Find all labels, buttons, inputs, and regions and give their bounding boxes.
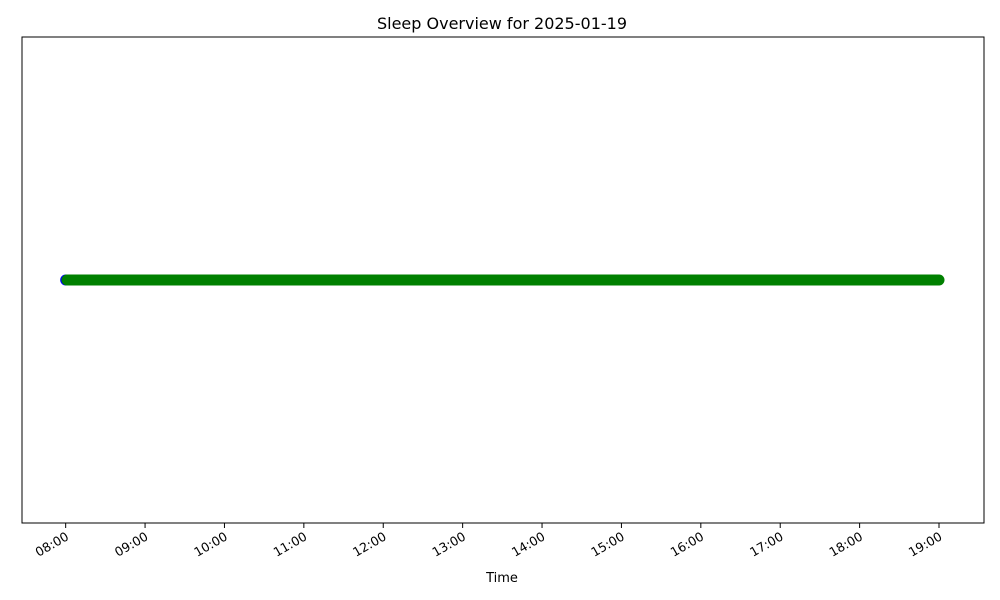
- plot-marks: [60, 274, 945, 286]
- x-axis-label: Time: [485, 571, 518, 586]
- sleep-point-green: [933, 274, 945, 286]
- chart-title: Sleep Overview for 2025-01-19: [377, 14, 627, 33]
- plot-frame: [21, 36, 985, 524]
